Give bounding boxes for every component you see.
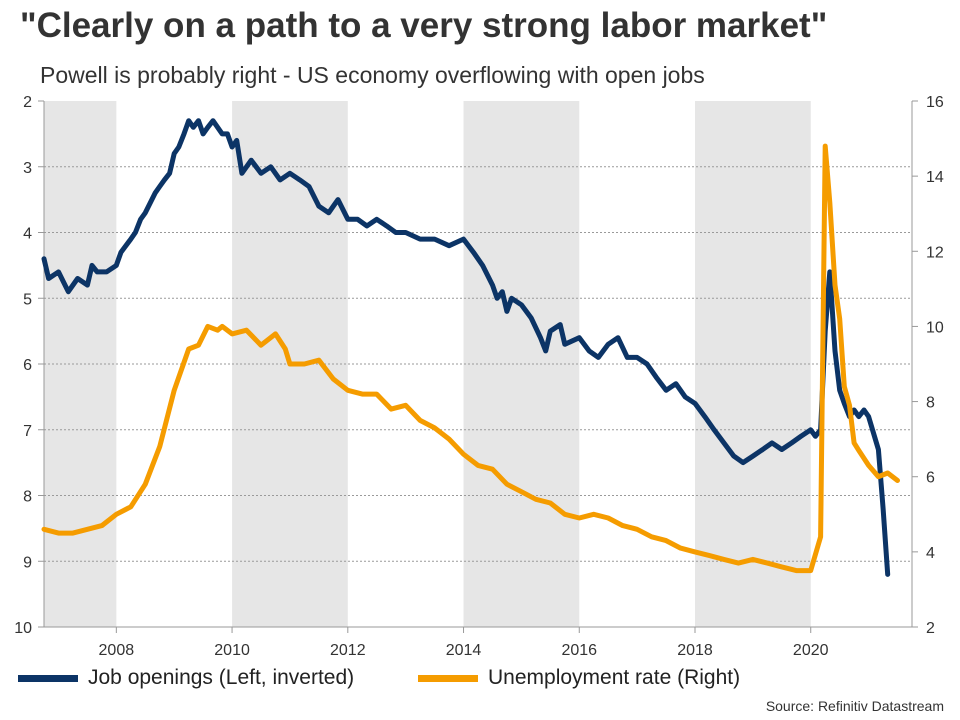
x-tick-label-0: 2008 [99,642,135,659]
legend-item-job-openings: Job openings (Left, inverted) [18,666,354,690]
series-line-job-openings [41,118,891,577]
x-tick-label-6: 2020 [793,642,829,659]
left-tick-label-6: 8 [23,489,32,506]
right-tick-label-7: 16 [926,94,944,111]
right-tick-label-0: 2 [926,620,935,637]
left-tick-label-5: 7 [23,423,32,440]
legend-swatch-unemployment [418,674,478,682]
right-tick-label-4: 10 [926,319,944,336]
left-tick-label-8: 10 [14,620,32,637]
right-tick-label-3: 8 [926,395,935,412]
chart-title: "Clearly on a path to a very strong labo… [20,6,828,45]
x-tick-label-1: 2010 [214,642,250,659]
source-note: Source: Refinitiv Datastream [765,698,944,714]
x-tick-label-5: 2018 [677,642,713,659]
legend-swatch-job-openings [18,674,78,682]
left-tick-label-0: 2 [23,94,32,111]
left-tick-label-4: 6 [23,357,32,374]
legend-item-unemployment: Unemployment rate (Right) [418,666,740,690]
left-tick-label-2: 4 [23,226,32,243]
x-tick-label-4: 2016 [561,642,597,659]
right-tick-label-1: 4 [926,545,935,562]
chart-subtitle: Powell is probably right - US economy ov… [40,62,705,88]
left-tick-label-3: 5 [23,291,32,308]
right-tick-label-5: 12 [926,244,944,261]
legend-label-job-openings: Job openings (Left, inverted) [88,666,355,689]
legend-label-unemployment: Unemployment rate (Right) [488,666,741,689]
right-tick-label-2: 6 [926,470,935,487]
series-line-unemployment [41,143,900,574]
x-tick-label-2: 2012 [330,642,366,659]
x-tick-label-3: 2014 [446,642,482,659]
left-tick-label-7: 9 [23,554,32,571]
right-tick-label-6: 14 [926,169,944,186]
left-tick-label-1: 3 [23,160,32,177]
